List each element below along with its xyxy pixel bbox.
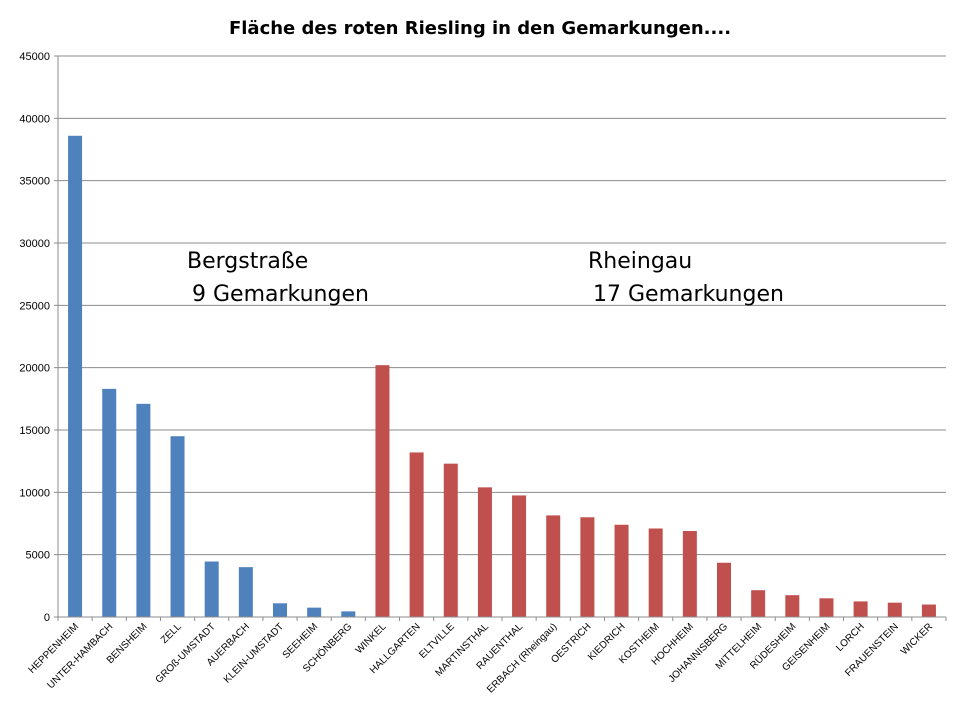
x-tick-label: UNTER-HAMBACH <box>46 621 116 691</box>
y-tick-label: 15000 <box>19 425 50 437</box>
bar <box>204 561 219 617</box>
region-label-bergstrasse: Bergstraße <box>187 249 308 274</box>
bar <box>170 436 185 617</box>
bar <box>819 598 834 617</box>
bar <box>580 517 595 617</box>
bar <box>887 602 902 617</box>
bar <box>409 452 424 617</box>
bar <box>443 463 458 617</box>
bar <box>546 515 561 617</box>
bar <box>477 487 492 617</box>
y-tick-label: 35000 <box>19 176 50 188</box>
y-tick-label: 20000 <box>19 363 50 375</box>
x-tick-label: ZELL <box>159 621 184 646</box>
bar <box>102 388 117 617</box>
x-tick-label: WICKER <box>899 621 935 657</box>
x-tick-label: KLEIN-UMSTADT <box>222 621 286 685</box>
y-tick-label: 45000 <box>19 51 50 63</box>
y-tick-label: 5000 <box>26 550 50 562</box>
y-axis-ticks: 0 5000 10000 15000 20000 25000 30000 35000 40000… <box>19 51 58 624</box>
y-tick-label: 25000 <box>19 300 50 312</box>
bar <box>614 524 629 617</box>
x-tick-label: LORCH <box>834 621 867 654</box>
bar <box>512 495 527 617</box>
bar <box>682 530 697 617</box>
bars <box>68 135 936 617</box>
y-tick-label: 30000 <box>19 238 50 250</box>
bar <box>648 528 663 617</box>
bar <box>751 590 766 617</box>
bar <box>238 567 253 617</box>
axes <box>57 56 946 618</box>
bar <box>136 403 151 617</box>
x-tick-label: WINKEL <box>354 621 389 656</box>
y-tick-label: 0 <box>44 612 50 624</box>
region-label-rheingau: Rheingau <box>588 249 692 274</box>
bar <box>717 562 731 617</box>
bar <box>921 604 936 617</box>
bar <box>307 607 322 617</box>
bar <box>68 135 83 617</box>
bar <box>853 601 868 617</box>
bar <box>785 595 800 617</box>
y-tick-label: 10000 <box>19 487 50 499</box>
bar <box>273 603 287 617</box>
region-count-rheingau: 17 Gemarkungen <box>593 282 784 307</box>
x-tick-label: ERBACH (Rheingau) <box>485 621 559 695</box>
gridlines <box>58 55 946 556</box>
region-count-bergstrasse: 9 Gemarkungen <box>192 282 369 307</box>
bar <box>375 365 390 617</box>
chart-title: Fläche des roten Riesling in den Gemarku… <box>229 18 731 39</box>
x-tick-label: GROß-UMSTADT <box>154 621 218 685</box>
bar <box>341 611 356 617</box>
x-tick-label: JOHANNISBERG <box>667 621 731 685</box>
y-tick-label: 40000 <box>19 113 50 125</box>
